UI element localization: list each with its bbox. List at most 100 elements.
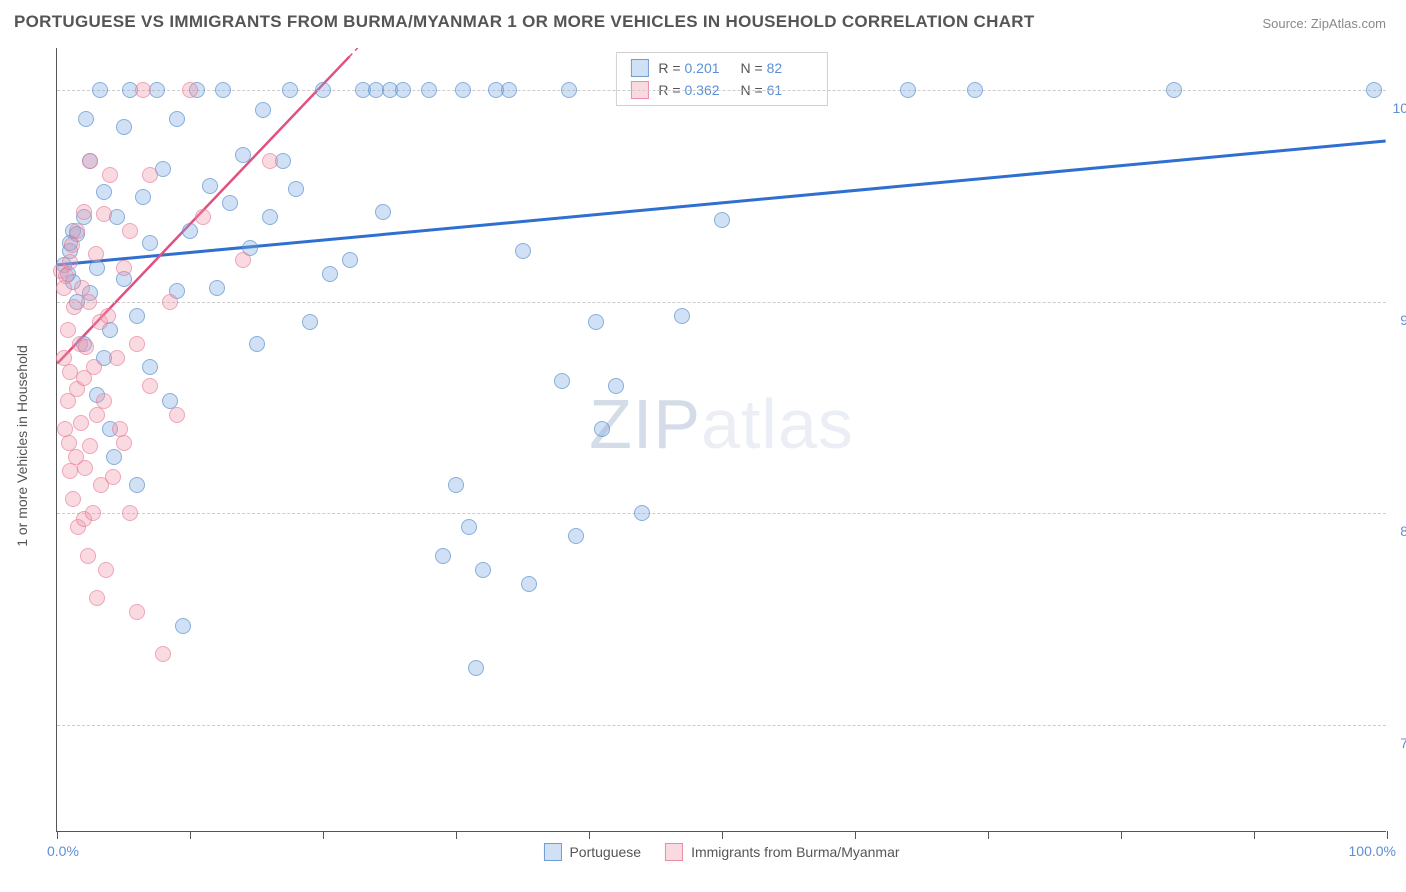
y-tick-label: 92.5% (1400, 312, 1406, 328)
data-point (315, 82, 331, 98)
data-point (674, 308, 690, 324)
data-point (82, 153, 98, 169)
data-point (475, 562, 491, 578)
data-point (515, 243, 531, 259)
data-point (100, 308, 116, 324)
swatch-series1-icon (630, 59, 648, 77)
data-point (235, 147, 251, 163)
data-point (554, 373, 570, 389)
legend-label: Immigrants from Burma/Myanmar (691, 844, 899, 860)
data-point (594, 421, 610, 437)
data-point (135, 82, 151, 98)
data-point (182, 223, 198, 239)
data-point (135, 189, 151, 205)
x-tick (988, 831, 989, 839)
data-point (182, 82, 198, 98)
data-point (69, 223, 85, 239)
data-point (102, 167, 118, 183)
data-point (967, 82, 983, 98)
data-point (448, 477, 464, 493)
data-point (142, 235, 158, 251)
data-point (142, 378, 158, 394)
data-point (302, 314, 318, 330)
data-point (255, 102, 271, 118)
x-tick (456, 831, 457, 839)
data-point (122, 223, 138, 239)
x-tick (1387, 831, 1388, 839)
data-point (129, 308, 145, 324)
data-point (58, 268, 74, 284)
data-point (129, 604, 145, 620)
gridline (57, 513, 1386, 514)
data-point (235, 252, 251, 268)
x-tick (323, 831, 324, 839)
swatch-series1-icon (543, 843, 561, 861)
y-tick-label: 85.0% (1400, 523, 1406, 539)
x-tick (722, 831, 723, 839)
data-point (81, 294, 97, 310)
x-tick (1254, 831, 1255, 839)
data-point (262, 209, 278, 225)
gridline (57, 302, 1386, 303)
data-point (222, 195, 238, 211)
data-point (155, 646, 171, 662)
data-point (62, 254, 78, 270)
data-point (175, 618, 191, 634)
data-point (78, 111, 94, 127)
data-point (714, 212, 730, 228)
x-tick (190, 831, 191, 839)
data-point (588, 314, 604, 330)
data-point (202, 178, 218, 194)
data-point (129, 336, 145, 352)
data-point (122, 505, 138, 521)
data-point (435, 548, 451, 564)
data-point (116, 119, 132, 135)
data-point (262, 153, 278, 169)
data-point (65, 491, 81, 507)
data-point (375, 204, 391, 220)
data-point (116, 260, 132, 276)
y-tick-label: 77.5% (1400, 735, 1406, 751)
x-tick (1121, 831, 1122, 839)
data-point (82, 438, 98, 454)
legend-item: Portuguese (543, 843, 641, 861)
y-axis-title: 1 or more Vehicles in Household (14, 345, 30, 547)
x-axis-max-label: 100.0% (1349, 843, 1396, 859)
legend-stats-row: R = 0.201 N = 82 (616, 57, 826, 79)
data-point (468, 660, 484, 676)
x-tick (855, 831, 856, 839)
data-point (561, 82, 577, 98)
gridline (57, 725, 1386, 726)
data-point (215, 82, 231, 98)
data-point (322, 266, 338, 282)
data-point (162, 294, 178, 310)
data-point (96, 393, 112, 409)
source-label: Source: ZipAtlas.com (1262, 16, 1386, 31)
data-point (106, 449, 122, 465)
data-point (96, 184, 112, 200)
data-point (142, 359, 158, 375)
data-point (73, 415, 89, 431)
data-point (78, 339, 94, 355)
trendlines-layer (57, 48, 1386, 831)
plot-area: ZIPatlas R = 0.201 N = 82 R = 0.362 N = … (56, 48, 1386, 832)
data-point (608, 378, 624, 394)
data-point (92, 82, 108, 98)
watermark: ZIPatlas (589, 384, 854, 464)
chart-title: PORTUGUESE VS IMMIGRANTS FROM BURMA/MYAN… (14, 12, 1035, 32)
x-tick (57, 831, 58, 839)
data-point (129, 477, 145, 493)
legend-item: Immigrants from Burma/Myanmar (665, 843, 899, 861)
data-point (634, 505, 650, 521)
data-point (98, 562, 114, 578)
legend-label: Portuguese (569, 844, 641, 860)
data-point (282, 82, 298, 98)
data-point (501, 82, 517, 98)
data-point (195, 209, 211, 225)
legend-series: Portuguese Immigrants from Burma/Myanmar (543, 843, 899, 861)
data-point (109, 350, 125, 366)
data-point (142, 167, 158, 183)
data-point (521, 576, 537, 592)
data-point (86, 359, 102, 375)
data-point (89, 407, 105, 423)
